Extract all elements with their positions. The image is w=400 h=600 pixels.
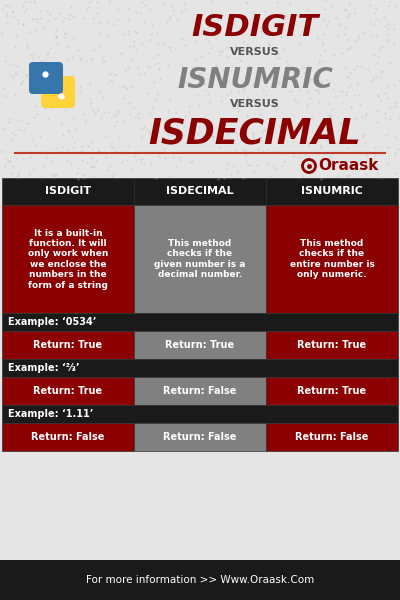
Bar [2,178,398,205]
Text: ISNUMRIC: ISNUMRIC [301,187,363,196]
Text: Return: True: Return: True [298,386,366,396]
Text: Return: False: Return: False [295,432,369,442]
Bar [2,331,134,359]
Text: Oraask: Oraask [318,158,378,173]
Bar [266,377,398,405]
Text: Example: ‘1.11’: Example: ‘1.11’ [8,409,94,419]
Bar [134,423,266,451]
Text: Return: False: Return: False [31,432,105,442]
Bar [266,205,398,313]
Text: ISDIGIT: ISDIGIT [45,187,91,196]
Bar [2,205,134,313]
Text: Return: False: Return: False [163,386,237,396]
Text: ISDECIMAL: ISDECIMAL [166,187,234,196]
Text: VERSUS: VERSUS [230,47,280,57]
Bar [134,377,266,405]
Text: Example: ‘0534’: Example: ‘0534’ [8,317,96,327]
Text: ISDECIMAL: ISDECIMAL [149,117,361,151]
Text: ISNUMRIC: ISNUMRIC [177,66,333,94]
Bar [2,359,398,377]
Text: Return: True: Return: True [34,386,102,396]
Bar [0,560,400,600]
Bar [134,331,266,359]
FancyBboxPatch shape [29,62,63,94]
Bar [134,205,266,313]
Text: Example: ‘⅔’: Example: ‘⅔’ [8,363,80,373]
Bar [2,423,134,451]
Text: For more information >> Www.Oraask.Com: For more information >> Www.Oraask.Com [86,575,314,585]
Bar [2,405,398,423]
Bar [2,313,398,331]
Bar [266,331,398,359]
Bar [266,423,398,451]
Text: It is a built-in
function. It will
only work when
we enclose the
numbers in the
: It is a built-in function. It will only … [28,229,108,289]
Bar [2,377,134,405]
Text: Return: True: Return: True [166,340,234,350]
Text: VERSUS: VERSUS [230,99,280,109]
Text: Return: True: Return: True [34,340,102,350]
FancyBboxPatch shape [41,76,75,108]
Text: Return: False: Return: False [163,432,237,442]
Text: This method
checks if the
given number is a
decimal number.: This method checks if the given number i… [154,239,246,279]
Text: This method
checks if the
entire number is
only numeric.: This method checks if the entire number … [290,239,374,279]
Text: ISDIGIT: ISDIGIT [191,13,319,43]
Text: Return: True: Return: True [298,340,366,350]
